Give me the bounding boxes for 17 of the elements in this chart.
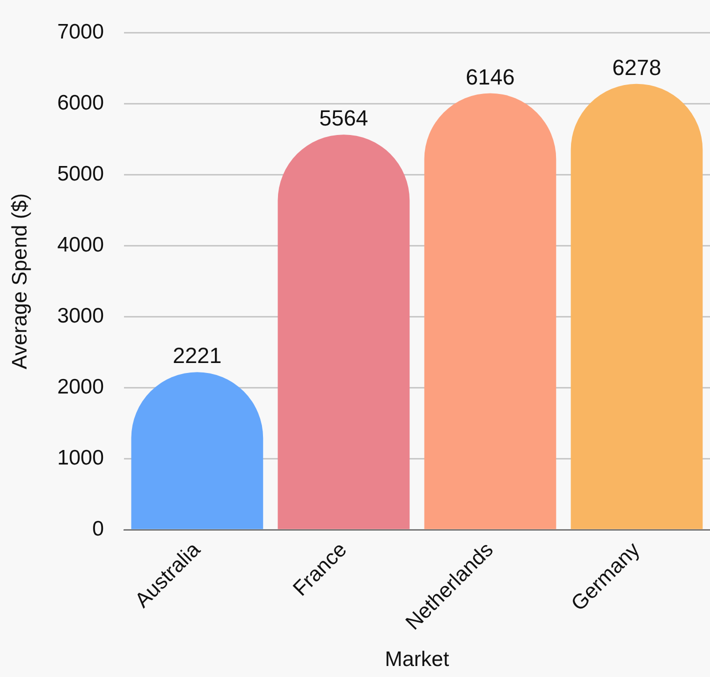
y-tick-label: 4000 <box>57 234 104 257</box>
y-tick-label: 6000 <box>57 91 104 114</box>
data-label: 5564 <box>319 106 368 131</box>
y-tick-label: 5000 <box>57 162 104 186</box>
x-axis-title: Market <box>384 648 450 672</box>
y-tick-label: 2000 <box>57 376 104 399</box>
y-tick-label: 1000 <box>57 446 104 470</box>
y-tick-label: 3000 <box>57 304 104 328</box>
y-axis-title: Average Spend ($) <box>8 193 32 370</box>
y-tick-label: 7000 <box>57 20 104 44</box>
y-tick-label: 0 <box>92 518 104 541</box>
data-label: 6146 <box>466 64 515 90</box>
data-label: 6278 <box>612 54 662 80</box>
bar <box>570 84 703 530</box>
data-label: 2221 <box>172 343 222 368</box>
bar <box>278 134 410 530</box>
bar <box>424 93 556 530</box>
